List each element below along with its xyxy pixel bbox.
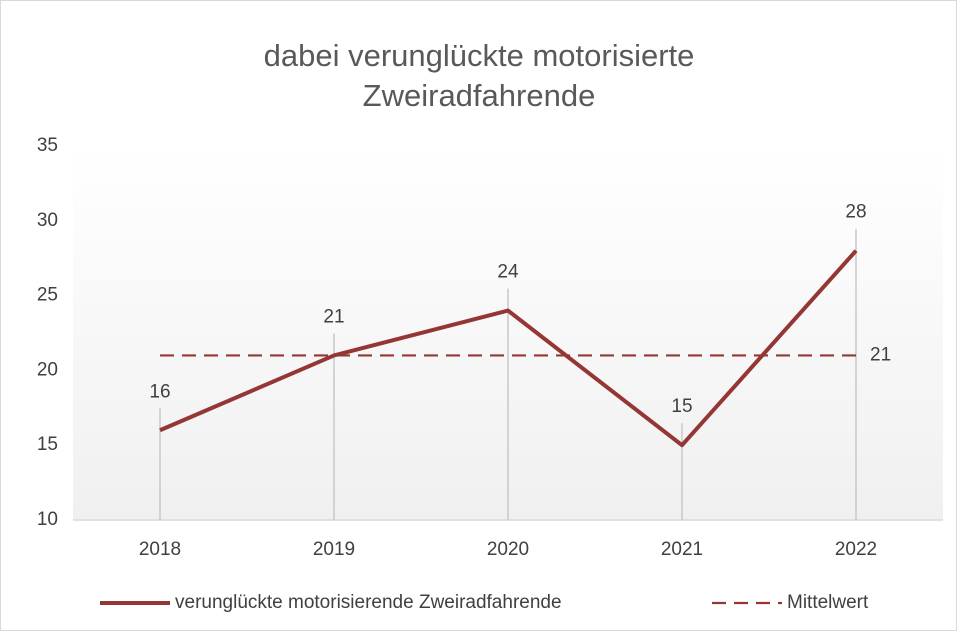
data-label: 16 (149, 381, 170, 402)
y-tick-label: 15 (37, 434, 58, 455)
x-tick-label: 2022 (835, 539, 877, 560)
series-line (159, 249, 858, 448)
x-tick-label: 2021 (661, 539, 703, 560)
y-tick-label: 30 (37, 210, 58, 231)
x-tick-label: 2018 (139, 539, 181, 560)
y-tick-label: 10 (37, 509, 58, 530)
data-label: 21 (870, 344, 891, 365)
y-tick-label: 35 (37, 135, 58, 156)
legend-label: verunglückte motorisierende Zweiradfahre… (175, 592, 562, 613)
x-tick-label: 2019 (313, 539, 355, 560)
data-label: 15 (671, 396, 692, 417)
data-label: 28 (845, 202, 866, 223)
data-label: 24 (497, 262, 519, 283)
y-tick-label: 25 (37, 285, 58, 306)
y-tick-label: 20 (37, 359, 58, 380)
data-label: 21 (323, 306, 344, 327)
chart-title: dabei verunglückte motorisierte (264, 38, 695, 73)
chart-title: Zweiradfahrende (363, 78, 596, 113)
legend-label: Mittelwert (787, 592, 869, 613)
x-tick-label: 2020 (487, 539, 529, 560)
